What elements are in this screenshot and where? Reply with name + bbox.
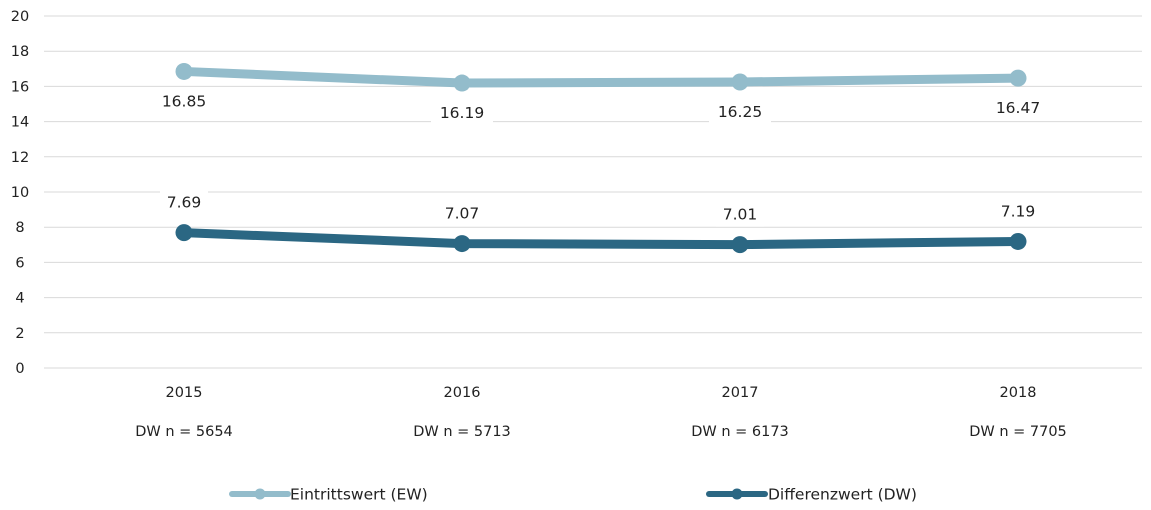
y-tick-label: 0 xyxy=(15,361,24,377)
y-tick-label: 8 xyxy=(15,220,24,236)
series-lines xyxy=(175,62,1027,254)
data-point xyxy=(1009,69,1027,87)
y-tick-label: 12 xyxy=(11,150,29,166)
data-label: 7.01 xyxy=(723,206,758,224)
x-tick-sublabel: DW n = 5713 xyxy=(413,424,511,440)
x-axis-ticks: 2015 DW n = 5654 2016 DW n = 5713 2017 DW n =… xyxy=(135,385,1067,440)
legend-label: Eintrittswert (EW) xyxy=(290,486,428,504)
data-label: 16.25 xyxy=(718,103,762,121)
x-tick-sublabel: DW n = 6173 xyxy=(691,424,789,440)
x-tick-label: 2016 xyxy=(444,385,481,401)
data-label: 7.07 xyxy=(445,205,480,223)
x-tick-label: 2015 xyxy=(166,385,203,401)
y-tick-label: 2 xyxy=(15,326,24,342)
data-point xyxy=(175,224,193,242)
series-line-2 xyxy=(179,228,1023,250)
data-point xyxy=(453,74,471,92)
data-point xyxy=(175,62,193,80)
y-tick-label: 10 xyxy=(11,185,29,201)
data-label-background xyxy=(987,96,1049,121)
data-label-background xyxy=(709,100,771,124)
x-tick-label: 2018 xyxy=(1000,385,1037,401)
legend-label: Differenzwert (DW) xyxy=(768,486,917,504)
data-label-background xyxy=(431,101,493,126)
data-label: 7.69 xyxy=(167,194,202,212)
legend: Eintrittswert (EW) Differenzwert (DW) xyxy=(229,486,917,504)
data-label-background xyxy=(438,201,486,226)
data-label-background xyxy=(153,89,215,114)
data-label: 16.47 xyxy=(996,99,1040,117)
y-tick-label: 16 xyxy=(11,79,29,95)
data-point xyxy=(1009,232,1027,250)
data-label: 16.85 xyxy=(162,92,206,110)
y-axis-ticks: 0 2 4 6 8 10 12 14 16 18 20 xyxy=(11,9,29,377)
y-tick-label: 20 xyxy=(11,9,29,25)
data-point xyxy=(453,235,471,253)
data-label: 16.19 xyxy=(440,104,484,122)
data-labels: 16.85 16.19 16.25 16.47 7.69 7.07 7.01 7.19 xyxy=(153,89,1049,227)
y-tick-label: 14 xyxy=(11,115,29,131)
data-label-background xyxy=(716,202,764,227)
data-point xyxy=(731,73,749,91)
x-tick-sublabel: DW n = 5654 xyxy=(135,424,233,440)
data-label-background xyxy=(160,190,208,215)
x-tick-label: 2017 xyxy=(722,385,759,401)
legend-swatch-marker xyxy=(731,488,743,500)
y-tick-label: 18 xyxy=(11,44,29,60)
data-label-background xyxy=(994,199,1042,224)
y-tick-label: 4 xyxy=(15,291,24,307)
x-tick-sublabel: DW n = 7705 xyxy=(969,424,1067,440)
legend-swatch-marker xyxy=(254,488,266,500)
y-tick-label: 6 xyxy=(15,255,24,271)
data-label: 7.19 xyxy=(1001,202,1036,220)
data-point xyxy=(731,236,749,254)
series-line-1 xyxy=(179,66,1023,88)
